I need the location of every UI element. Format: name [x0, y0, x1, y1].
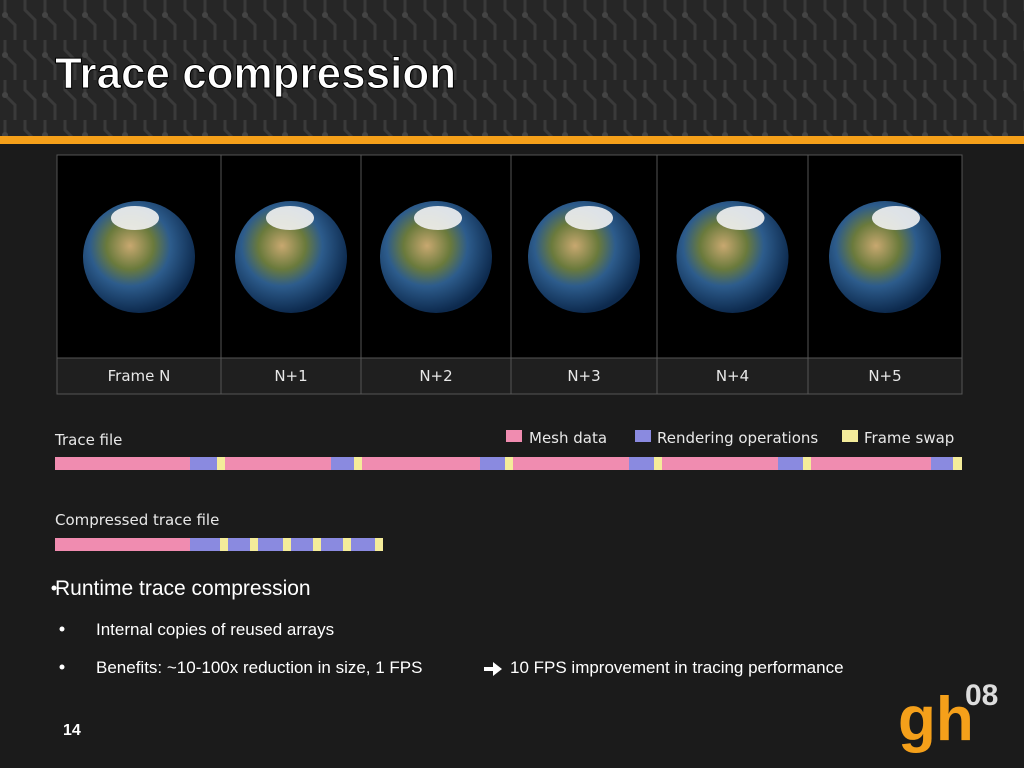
page-number: 14: [63, 722, 81, 739]
globe: [829, 201, 941, 313]
segment: [331, 457, 354, 470]
globe: [235, 201, 347, 313]
trace-bar: [55, 457, 962, 470]
frame-label: Frame N: [108, 367, 171, 385]
segment: [283, 538, 291, 551]
header-rule: [0, 136, 1024, 144]
bullet-dot: [51, 585, 57, 591]
segment: [190, 457, 217, 470]
legend-label: Rendering operations: [657, 429, 818, 447]
segment: [321, 538, 343, 551]
segment: [354, 457, 362, 470]
globe: [528, 201, 640, 313]
arrow-icon: [484, 662, 502, 676]
globe-ice: [872, 206, 920, 230]
compressed-label: Compressed trace file: [55, 511, 219, 529]
segment: [505, 457, 513, 470]
bullet-item: Benefits: ~10-100x reduction in size, 1 …: [96, 658, 423, 677]
globe-ice: [414, 206, 462, 230]
frame-label: N+2: [419, 367, 452, 385]
segment: [55, 538, 190, 551]
globe-ice: [565, 206, 613, 230]
segment: [654, 457, 662, 470]
segment: [228, 538, 250, 551]
segment: [291, 538, 313, 551]
bullet-dot: [59, 664, 65, 670]
bullet-item: Internal copies of reused arrays: [96, 620, 334, 639]
frame-label: N+3: [567, 367, 600, 385]
segment: [953, 457, 962, 470]
segment: [258, 538, 283, 551]
segment: [250, 538, 258, 551]
legend-label: Mesh data: [529, 429, 607, 447]
globe: [380, 201, 492, 313]
bullet-tail: 10 FPS improvement in tracing performanc…: [510, 658, 844, 677]
legend-label: Frame swap: [864, 429, 954, 447]
legend-swatch: [635, 430, 651, 442]
segment: [778, 457, 803, 470]
trace-label: Trace file: [54, 431, 122, 449]
globe-ice: [266, 206, 314, 230]
logo-sup: 08: [965, 679, 998, 712]
logo: gh: [898, 685, 974, 754]
frame-label: N+1: [274, 367, 307, 385]
legend-swatch: [842, 430, 858, 442]
segment: [662, 457, 778, 470]
header-bg: [0, 0, 1024, 136]
globe-ice: [716, 206, 765, 230]
frames-label-row: [56, 357, 963, 395]
globe: [676, 201, 789, 313]
compressed-bar: [55, 538, 383, 551]
frame-label: N+5: [868, 367, 901, 385]
frames-panel: [56, 154, 963, 395]
bullet-main: Runtime trace compression: [55, 577, 311, 600]
segment: [362, 457, 480, 470]
segment: [220, 538, 228, 551]
segment: [480, 457, 505, 470]
segment: [931, 457, 953, 470]
segment: [190, 538, 220, 551]
segment: [225, 457, 331, 470]
segment: [811, 457, 931, 470]
legend-swatch: [506, 430, 522, 442]
globe-ice: [111, 206, 159, 230]
segment: [55, 457, 190, 470]
bullet-dot: [59, 626, 65, 632]
title: Trace compression: [55, 49, 456, 98]
segment: [313, 538, 321, 551]
segment: [513, 457, 629, 470]
segment: [803, 457, 811, 470]
segment: [351, 538, 375, 551]
segment: [629, 457, 654, 470]
segment: [343, 538, 351, 551]
segment: [217, 457, 225, 470]
segment: [375, 538, 383, 551]
frame-label: N+4: [716, 367, 749, 385]
globe: [83, 201, 195, 313]
